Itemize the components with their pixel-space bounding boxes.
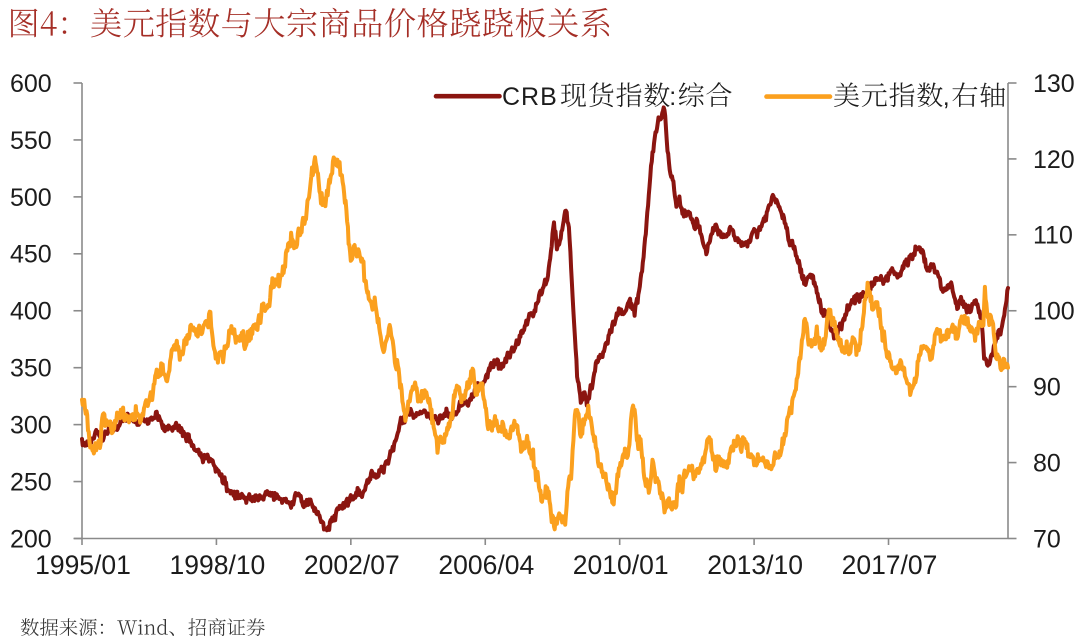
svg-text:1995/01: 1995/01 — [35, 550, 131, 580]
svg-text:2006/04: 2006/04 — [438, 550, 534, 580]
svg-text:130: 130 — [1033, 70, 1075, 98]
svg-text:200: 200 — [10, 525, 52, 553]
svg-text:120: 120 — [1033, 146, 1075, 174]
svg-text:600: 600 — [10, 70, 52, 98]
svg-text:550: 550 — [10, 127, 52, 155]
svg-text:300: 300 — [10, 412, 52, 440]
svg-text:,: , — [943, 83, 950, 111]
svg-text:1998/10: 1998/10 — [170, 550, 266, 580]
svg-text::: : — [669, 83, 676, 111]
svg-text:100: 100 — [1033, 298, 1075, 326]
svg-text:2017/07: 2017/07 — [842, 550, 938, 580]
svg-text:350: 350 — [10, 355, 52, 383]
svg-text:250: 250 — [10, 469, 52, 497]
svg-text:500: 500 — [10, 184, 52, 212]
svg-text:80: 80 — [1033, 450, 1061, 478]
svg-text:2013/10: 2013/10 — [707, 550, 803, 580]
svg-text:110: 110 — [1033, 222, 1073, 250]
svg-text:2002/07: 2002/07 — [304, 550, 400, 580]
svg-text:90: 90 — [1033, 374, 1061, 402]
svg-text:70: 70 — [1033, 525, 1061, 553]
svg-text:450: 450 — [10, 241, 52, 269]
svg-text:400: 400 — [10, 298, 52, 326]
svg-text:CRB: CRB — [502, 83, 558, 111]
svg-text:2010/01: 2010/01 — [573, 550, 669, 580]
